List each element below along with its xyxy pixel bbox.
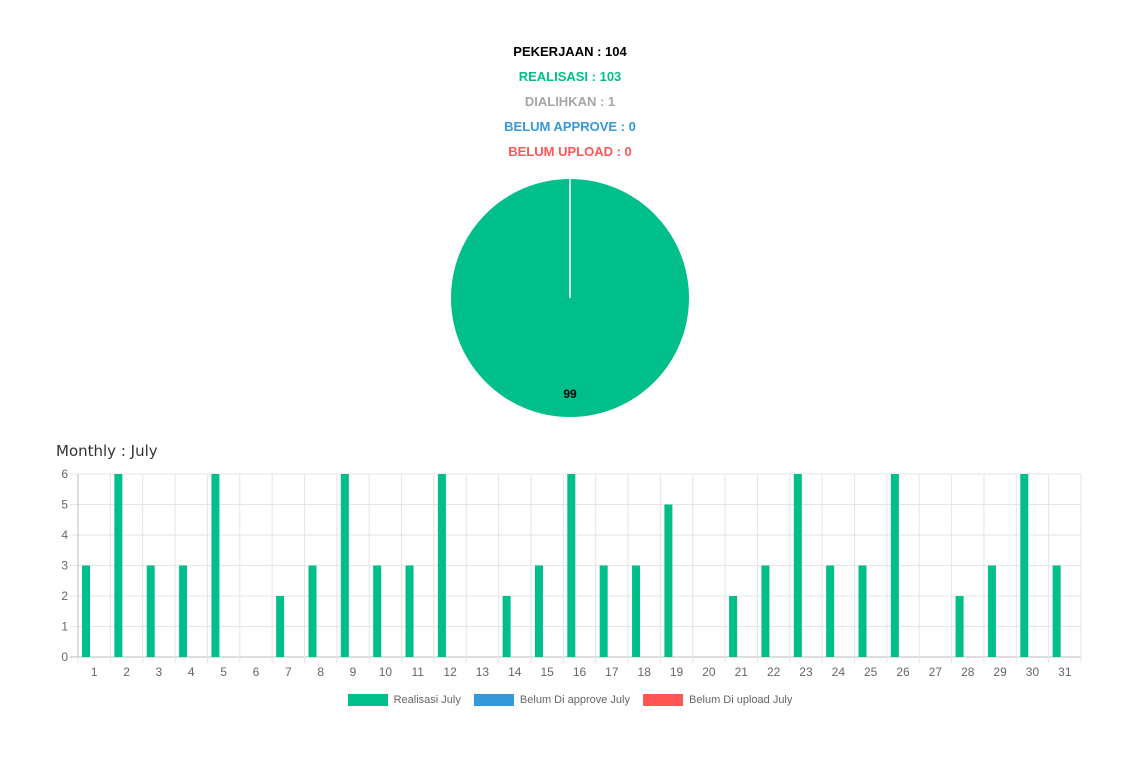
pekerjaan-total: PEKERJAAN : 104: [513, 44, 627, 59]
bar-realisasi[interactable]: [599, 565, 608, 658]
bar-realisasi[interactable]: [211, 474, 220, 657]
chart-legend: Realisasi July Belum Di approve July Bel…: [0, 694, 1140, 709]
grid-lines: [70, 473, 1082, 663]
bar-realisasi[interactable]: [179, 565, 188, 658]
summary-panel: PEKERJAAN : 104 REALISASI : 103 DIALIHKA…: [0, 42, 1140, 167]
y-tick-label: 4: [61, 528, 68, 542]
x-tick-label: 6: [253, 665, 260, 679]
legend-label-belum-approve: Belum Di approve July: [519, 694, 630, 706]
dialihkan-total: DIALIHKAN : 1: [524, 94, 616, 109]
y-tick-label: 0: [61, 650, 68, 664]
x-tick-label: 28: [961, 665, 975, 679]
bar-realisasi[interactable]: [632, 565, 641, 658]
realisasi-total: REALISASI : 103: [518, 69, 622, 84]
bar-realisasi[interactable]: [82, 565, 90, 658]
x-tick-label: 20: [702, 665, 716, 679]
y-tick-label: 2: [61, 589, 68, 603]
x-tick-label: 24: [832, 665, 846, 679]
legend-item-belum-approve[interactable]: Belum Di approve July: [473, 694, 630, 706]
bar-realisasi[interactable]: [826, 565, 835, 658]
pie-chart: 99: [451, 179, 689, 417]
belum-approve-total: BELUM APPROVE : 0: [504, 119, 636, 134]
pie-data-label: 99: [563, 387, 577, 401]
legend-swatch-belum-upload: [643, 694, 684, 706]
bar-realisasi[interactable]: [276, 596, 285, 657]
legend-label-belum-upload: Belum Di upload July: [689, 694, 793, 706]
x-tick-label: 23: [799, 665, 813, 679]
bar-realisasi[interactable]: [567, 474, 576, 657]
x-tick-label: 29: [993, 665, 1007, 679]
x-tick-label: 15: [540, 665, 554, 679]
x-tick-label: 12: [443, 665, 457, 679]
x-tick-label: 7: [285, 665, 292, 679]
legend-swatch-realisasi: [347, 694, 388, 706]
y-tick-label: 3: [61, 559, 68, 573]
bar-realisasi[interactable]: [146, 565, 155, 658]
x-tick-label: 18: [638, 665, 652, 679]
bar-realisasi[interactable]: [761, 565, 770, 658]
bar-realisasi[interactable]: [308, 565, 317, 658]
x-tick-label: 27: [929, 665, 943, 679]
bar-realisasi[interactable]: [405, 565, 414, 658]
x-tick-label: 9: [350, 665, 357, 679]
bar-realisasi[interactable]: [729, 596, 738, 657]
bar-realisasi[interactable]: [664, 504, 673, 658]
x-tick-label: 5: [220, 665, 227, 679]
x-tick-label: 3: [156, 665, 163, 679]
x-tick-label: 31: [1058, 665, 1072, 679]
bar-realisasi[interactable]: [987, 565, 996, 658]
legend-item-realisasi[interactable]: Realisasi July: [347, 694, 461, 706]
monthly-title: Monthly : July: [56, 442, 158, 460]
x-tick-label: 1: [91, 665, 98, 679]
x-tick-label: 19: [670, 665, 684, 679]
x-tick-label: 22: [767, 665, 781, 679]
x-tick-label: 10: [379, 665, 393, 679]
bar-realisasi[interactable]: [858, 565, 867, 658]
bar-realisasi[interactable]: [955, 596, 964, 657]
legend-item-belum-upload[interactable]: Belum Di upload July: [643, 694, 792, 706]
x-tick-label: 14: [508, 665, 522, 679]
x-tick-label: 16: [573, 665, 587, 679]
x-tick-label: 2: [123, 665, 130, 679]
belum-upload-total: BELUM UPLOAD : 0: [508, 144, 632, 159]
x-tick-label: 30: [1026, 665, 1040, 679]
y-tick-label: 5: [61, 498, 68, 512]
x-tick-label: 25: [864, 665, 878, 679]
bar-realisasi[interactable]: [534, 565, 543, 658]
x-tick-label: 11: [411, 665, 424, 679]
bar-realisasi[interactable]: [437, 474, 446, 657]
y-tick-label: 6: [61, 467, 68, 481]
x-tick-label: 17: [605, 665, 619, 679]
bar-realisasi[interactable]: [373, 565, 382, 658]
x-tick-label: 13: [476, 665, 490, 679]
y-tick-label: 1: [61, 620, 68, 634]
bar-realisasi[interactable]: [502, 596, 511, 657]
bar-realisasi[interactable]: [1020, 474, 1029, 657]
legend-swatch-belum-approve: [473, 694, 514, 706]
bar-realisasi[interactable]: [793, 474, 802, 657]
bar-realisasi[interactable]: [890, 474, 899, 657]
bar-realisasi[interactable]: [114, 474, 123, 657]
x-tick-label: 8: [317, 665, 324, 679]
bar-realisasi[interactable]: [340, 474, 349, 657]
x-tick-label: 4: [188, 665, 195, 679]
x-tick-label: 21: [735, 665, 749, 679]
x-tick-label: 26: [896, 665, 910, 679]
bar-realisasi[interactable]: [1052, 565, 1061, 658]
legend-label-realisasi: Realisasi July: [393, 694, 461, 706]
